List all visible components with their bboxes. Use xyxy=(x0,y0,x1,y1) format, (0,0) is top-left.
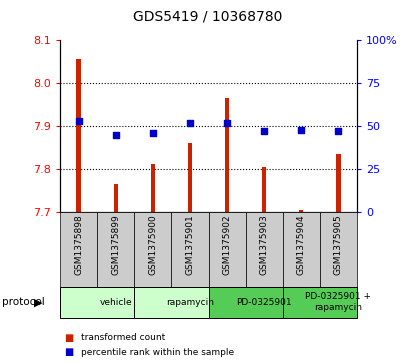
Text: GDS5419 / 10368780: GDS5419 / 10368780 xyxy=(133,9,282,23)
Text: GSM1375902: GSM1375902 xyxy=(222,215,232,275)
Bar xyxy=(225,98,229,212)
Bar xyxy=(262,167,266,212)
Bar xyxy=(299,210,303,212)
Point xyxy=(187,120,193,126)
Text: ▶: ▶ xyxy=(34,297,42,307)
Bar xyxy=(246,212,283,287)
Bar xyxy=(134,287,209,318)
Bar xyxy=(209,212,246,287)
Bar xyxy=(336,154,341,212)
Text: transformed count: transformed count xyxy=(81,333,165,342)
Bar xyxy=(283,212,320,287)
Text: ■: ■ xyxy=(64,333,73,343)
Text: GSM1375903: GSM1375903 xyxy=(260,215,269,276)
Text: PD-0325901: PD-0325901 xyxy=(237,298,292,307)
Point xyxy=(298,127,305,132)
Text: percentile rank within the sample: percentile rank within the sample xyxy=(81,348,234,356)
Text: protocol: protocol xyxy=(2,297,45,307)
Text: PD-0325901 +
rapamycin: PD-0325901 + rapamycin xyxy=(305,293,371,312)
Bar xyxy=(114,184,118,212)
Text: GSM1375904: GSM1375904 xyxy=(297,215,306,275)
Point xyxy=(335,129,342,134)
Text: vehicle: vehicle xyxy=(100,298,132,307)
Text: GSM1375901: GSM1375901 xyxy=(186,215,195,276)
Bar xyxy=(151,164,155,212)
Text: rapamycin: rapamycin xyxy=(166,298,214,307)
Bar xyxy=(97,212,134,287)
Bar xyxy=(171,212,209,287)
Text: GSM1375899: GSM1375899 xyxy=(111,215,120,276)
Bar xyxy=(188,143,192,212)
Point xyxy=(224,120,230,126)
Bar xyxy=(320,212,357,287)
Point xyxy=(149,130,156,136)
Bar xyxy=(283,287,357,318)
Text: GSM1375898: GSM1375898 xyxy=(74,215,83,276)
Bar xyxy=(209,287,283,318)
Bar xyxy=(134,212,171,287)
Text: GSM1375900: GSM1375900 xyxy=(149,215,157,276)
Bar xyxy=(76,59,81,212)
Bar xyxy=(60,212,97,287)
Text: GSM1375905: GSM1375905 xyxy=(334,215,343,276)
Text: ■: ■ xyxy=(64,347,73,357)
Bar xyxy=(60,287,134,318)
Point xyxy=(261,129,268,134)
Point xyxy=(112,132,119,138)
Point xyxy=(76,118,82,124)
